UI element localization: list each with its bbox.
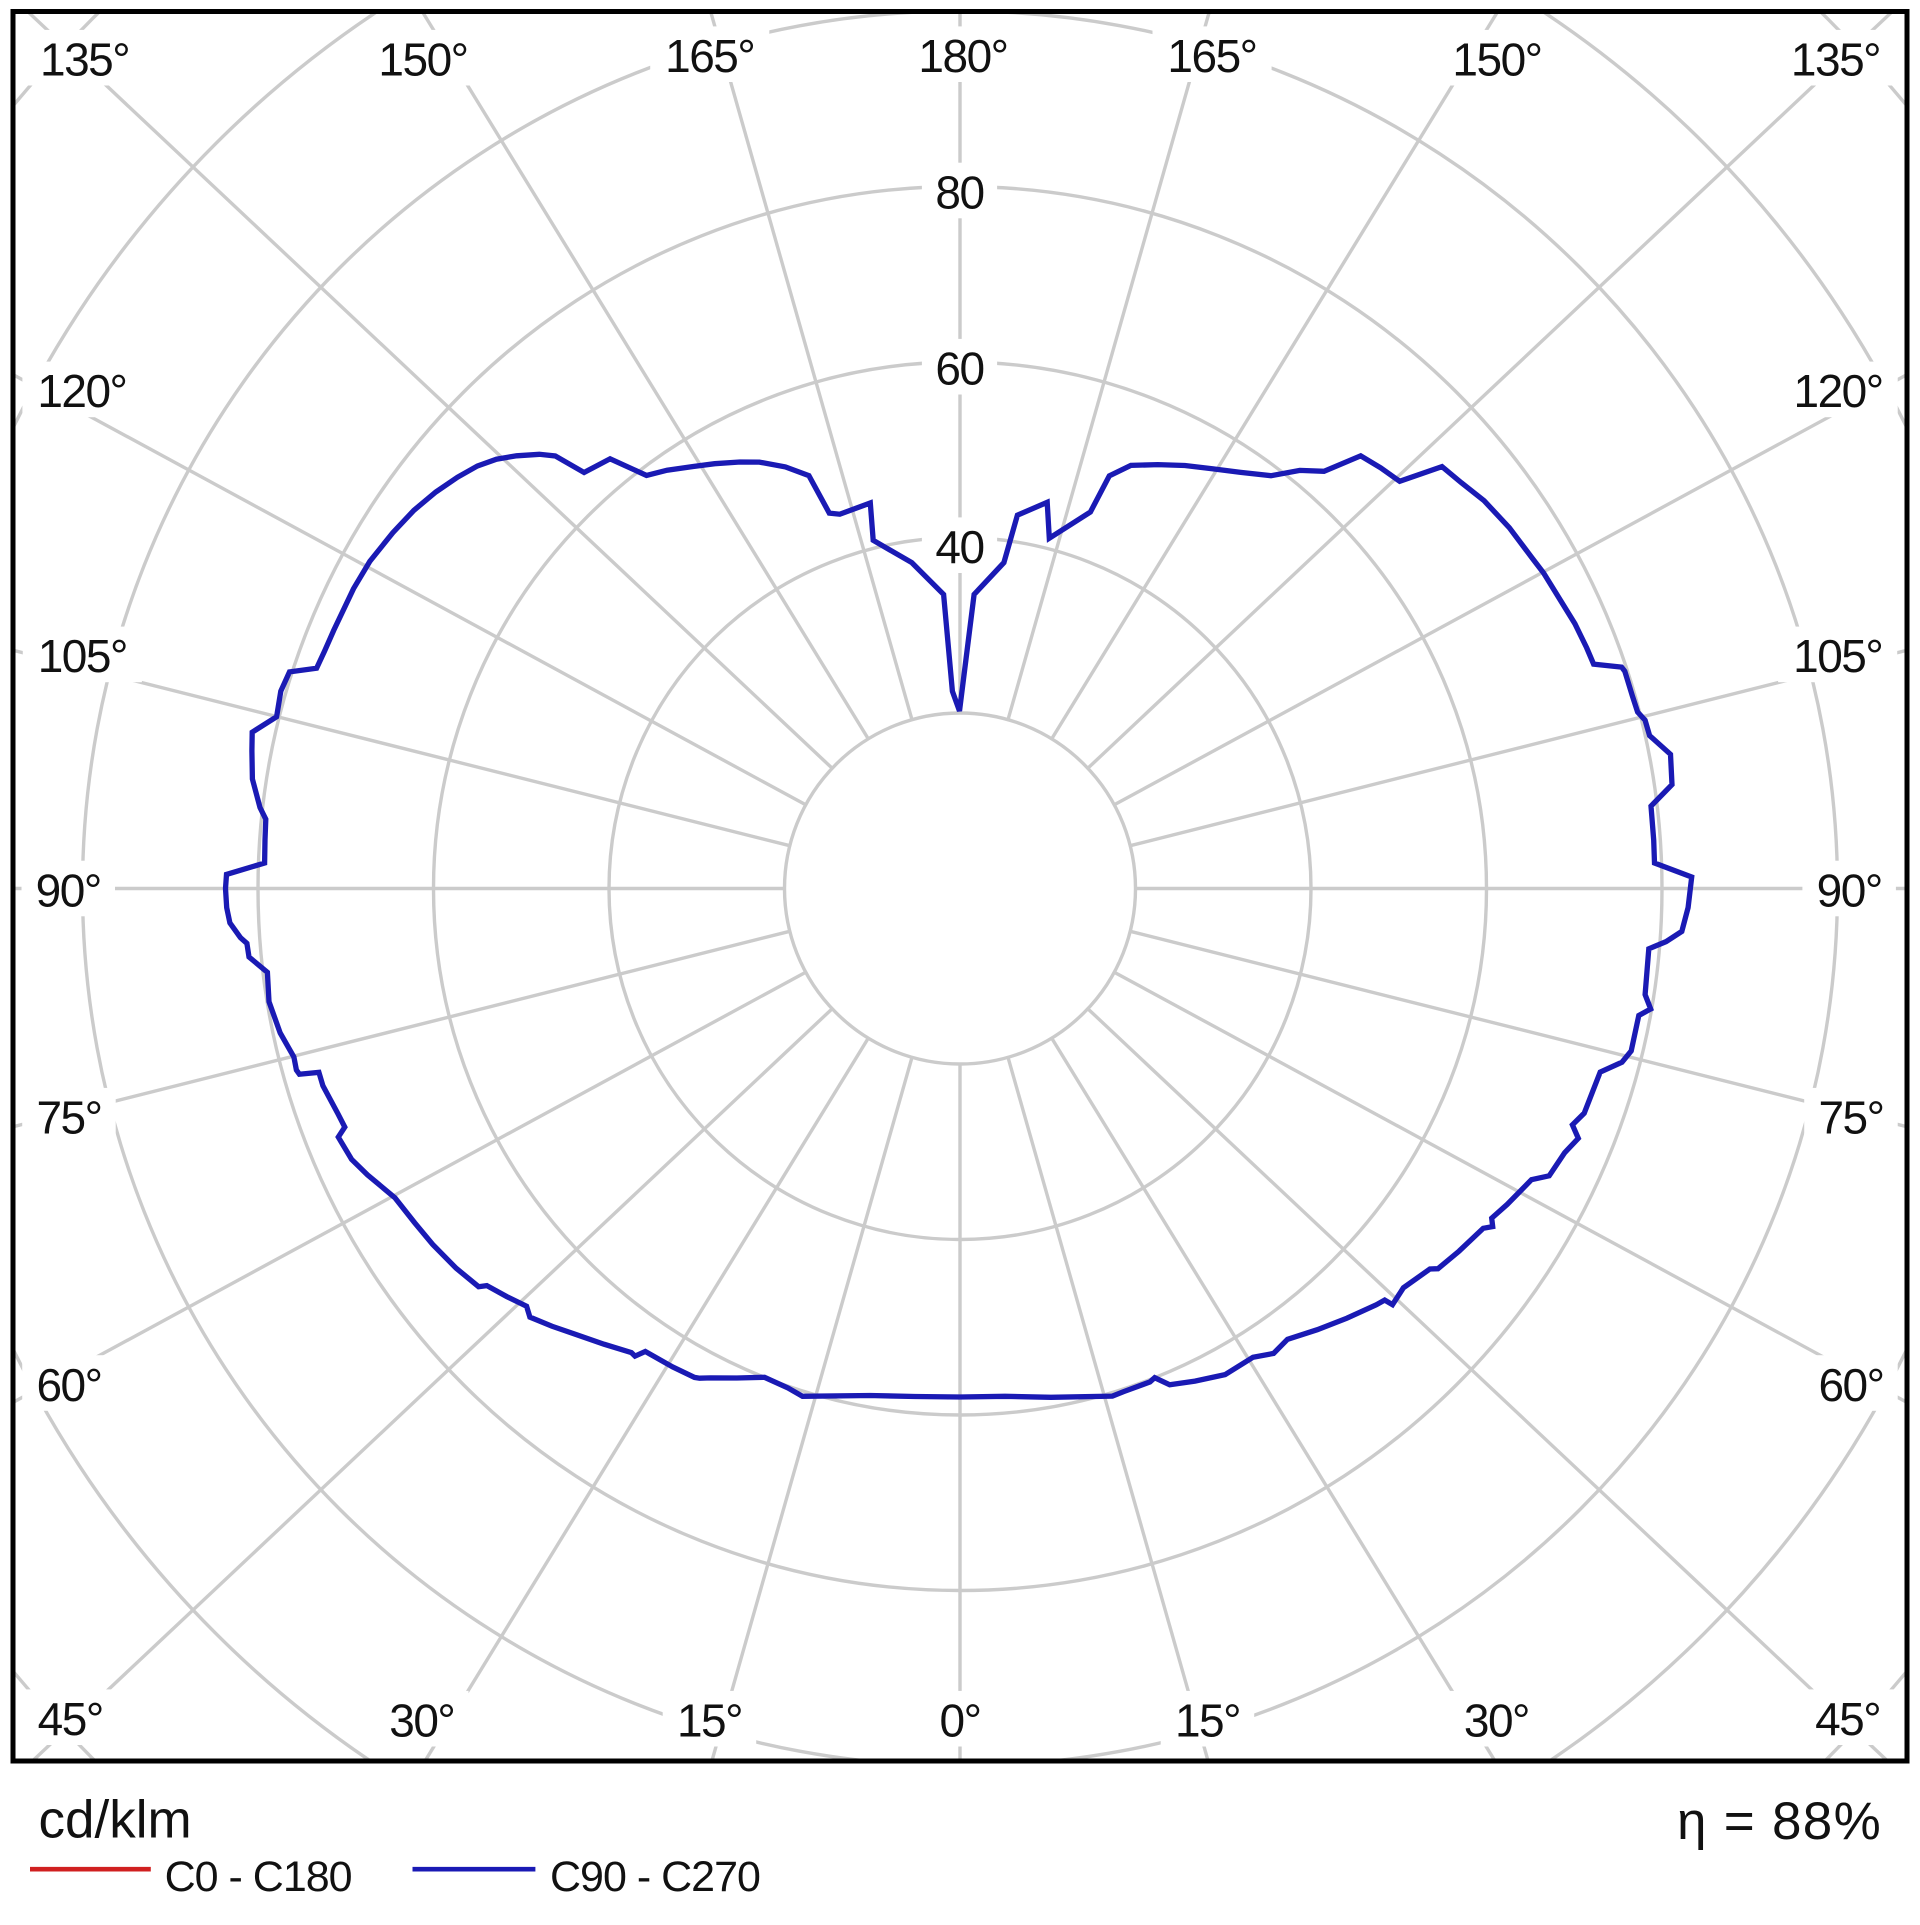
- svg-text:45°: 45°: [38, 1693, 103, 1745]
- svg-text:C0 - C180: C0 - C180: [165, 1853, 352, 1901]
- svg-text:180°: 180°: [918, 30, 1007, 82]
- svg-text:15°: 15°: [677, 1695, 742, 1747]
- svg-text:30°: 30°: [1464, 1695, 1529, 1747]
- svg-text:120°: 120°: [37, 365, 126, 417]
- svg-text:135°: 135°: [1791, 34, 1880, 86]
- svg-text:60°: 60°: [1818, 1359, 1883, 1411]
- svg-text:40: 40: [935, 521, 983, 573]
- svg-text:105°: 105°: [1793, 630, 1882, 682]
- svg-text:135°: 135°: [40, 34, 129, 86]
- svg-text:30°: 30°: [389, 1695, 454, 1747]
- svg-text:150°: 150°: [378, 34, 467, 86]
- svg-text:90°: 90°: [36, 864, 101, 916]
- svg-text:80: 80: [935, 166, 983, 218]
- svg-text:90°: 90°: [1817, 864, 1882, 916]
- svg-text:0°: 0°: [940, 1695, 981, 1747]
- svg-text:75°: 75°: [1818, 1092, 1883, 1144]
- svg-text:75°: 75°: [36, 1092, 101, 1144]
- svg-text:C90 - C270: C90 - C270: [550, 1853, 760, 1901]
- svg-text:60°: 60°: [36, 1359, 101, 1411]
- svg-text:120°: 120°: [1794, 365, 1883, 417]
- svg-text:165°: 165°: [665, 30, 754, 82]
- svg-text:η = 88%: η = 88%: [1677, 1792, 1882, 1851]
- svg-text:45°: 45°: [1815, 1693, 1880, 1745]
- svg-text:60: 60: [935, 343, 983, 395]
- svg-text:165°: 165°: [1167, 30, 1256, 82]
- svg-text:150°: 150°: [1452, 34, 1541, 86]
- svg-text:15°: 15°: [1175, 1695, 1240, 1747]
- svg-text:105°: 105°: [38, 630, 127, 682]
- svg-text:cd/klm: cd/klm: [39, 1791, 192, 1850]
